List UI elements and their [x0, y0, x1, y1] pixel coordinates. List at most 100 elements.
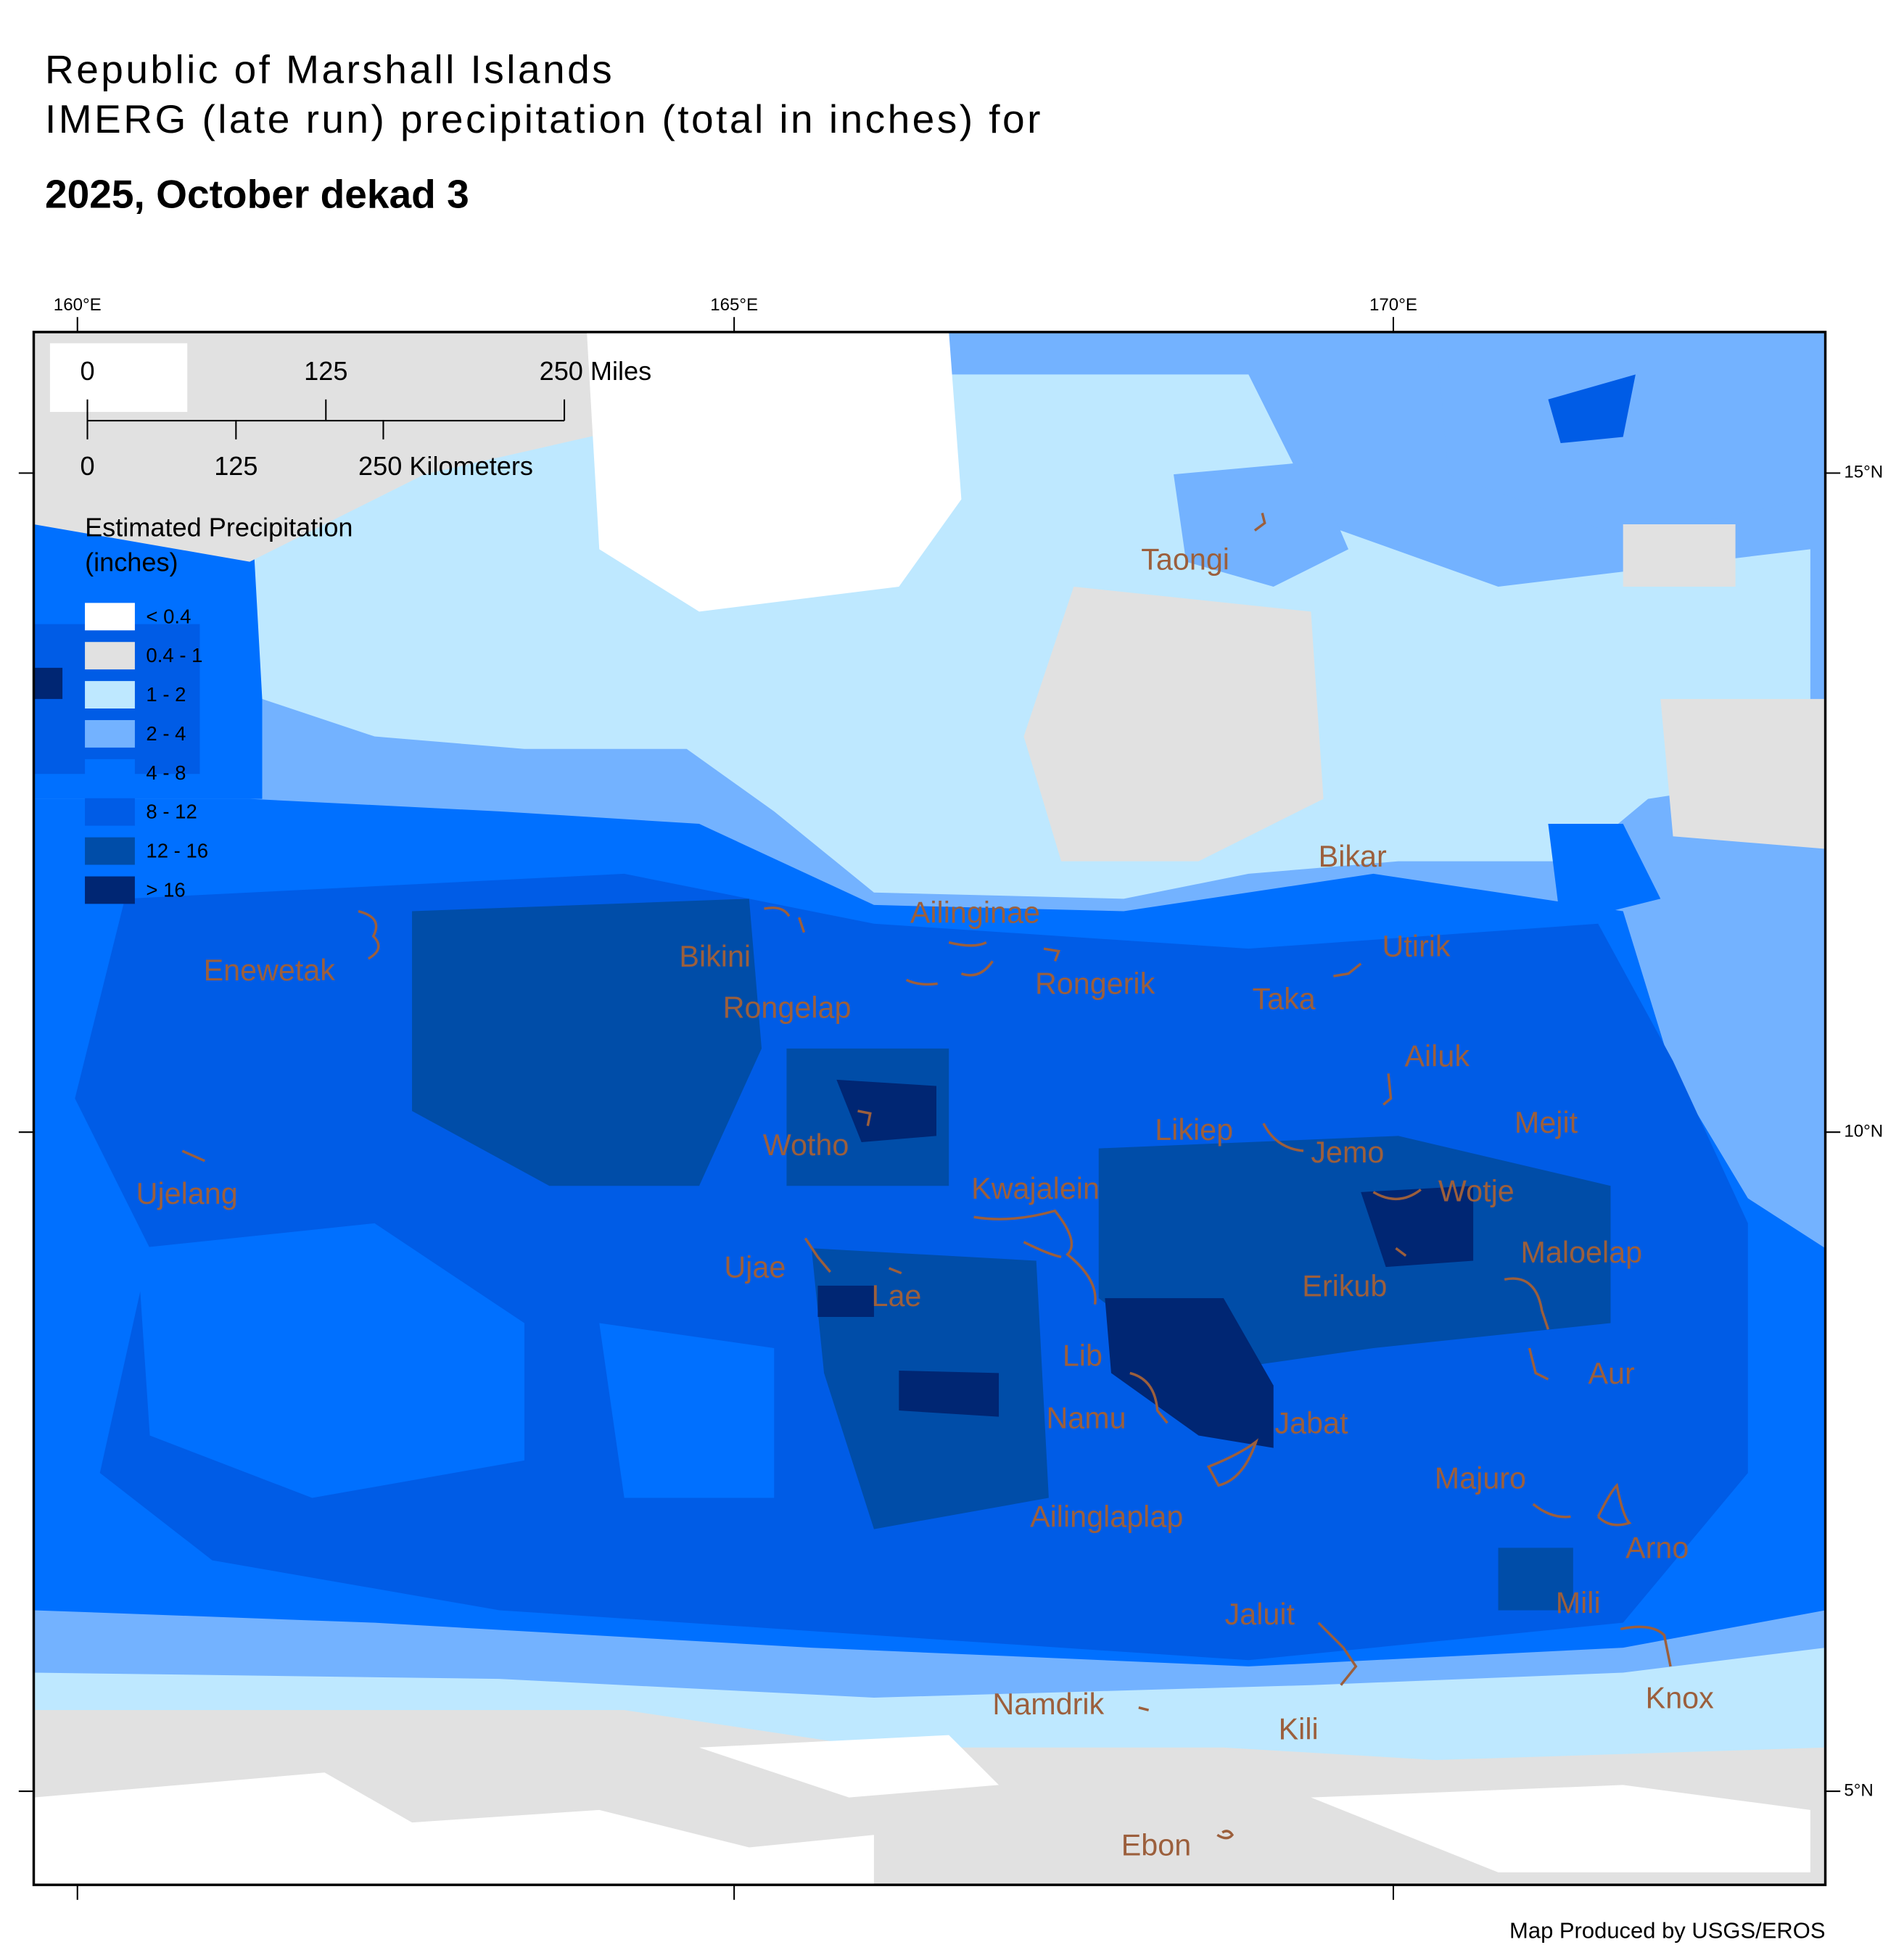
- island-outline: [1620, 1625, 1672, 1667]
- precip-region: [1361, 1186, 1474, 1268]
- lat-label: 15°N: [1844, 463, 1883, 482]
- precip-field: [33, 331, 1826, 1885]
- period: 2025, October dekad 3: [45, 172, 469, 217]
- place-label: Aur: [1588, 1357, 1635, 1390]
- island-outline: [804, 1237, 831, 1273]
- place-label: Jemo: [1311, 1136, 1384, 1169]
- legend-label: 2 - 4: [146, 722, 186, 745]
- legend-swatch: [85, 642, 135, 670]
- legend-swatch: [85, 837, 135, 865]
- legend-label: 1 - 2: [146, 683, 186, 706]
- place-label: Arno: [1625, 1532, 1689, 1565]
- place-label: Likiep: [1155, 1113, 1233, 1147]
- legend-swatch: [85, 876, 135, 904]
- place-label: Ailinglaplap: [1030, 1500, 1183, 1534]
- legend-swatch: [85, 720, 135, 748]
- island-outline: [1333, 962, 1362, 978]
- place-label: Lae: [871, 1279, 921, 1313]
- place-label: Enewetak: [204, 954, 336, 987]
- precip-region: [1023, 587, 1324, 862]
- scale-label: 250 Kilometers: [358, 451, 533, 481]
- legend-swatch: [85, 798, 135, 826]
- place-label: Mejit: [1514, 1106, 1578, 1139]
- island-outline: [1382, 1073, 1393, 1106]
- island-outline: [973, 1209, 1097, 1305]
- precip-region: [1548, 824, 1661, 924]
- island-outline: [1138, 1706, 1150, 1711]
- place-label: Maloelap: [1521, 1236, 1643, 1269]
- place-label: Jabat: [1274, 1407, 1348, 1440]
- map-frame: [32, 331, 1827, 1886]
- island-outline: [1317, 1622, 1358, 1686]
- lon-label: 170°E: [1369, 295, 1417, 315]
- precip-region: [1623, 524, 1736, 587]
- precip-region: [49, 343, 188, 413]
- precip-region: [1105, 1298, 1274, 1448]
- island-outline: [1532, 1482, 1632, 1527]
- graticule: 160°E 165°E 170°E 15°N 10°N 5°N: [18, 295, 1883, 1900]
- legend: Estimated Precipitation (inches) < 0.4 0.…: [85, 512, 353, 904]
- legend-label: > 16: [146, 878, 185, 901]
- legend-label: 4 - 8: [146, 761, 186, 784]
- place-label: Rongerik: [1035, 967, 1155, 1001]
- island-outline: [905, 978, 938, 986]
- legend-label: 8 - 12: [146, 801, 197, 823]
- legend-swatch: [85, 603, 135, 631]
- precip-region: [836, 1079, 936, 1142]
- place-label: Ujelang: [136, 1177, 238, 1210]
- scale-label: 125: [304, 356, 347, 386]
- scale-label: 0: [80, 451, 94, 481]
- place-label: Wotje: [1438, 1174, 1514, 1207]
- island-outline: [1253, 513, 1266, 532]
- place-label: Utirik: [1382, 930, 1450, 963]
- precip-region: [587, 331, 962, 612]
- island-outline: [1504, 1277, 1550, 1330]
- precip-region: [899, 1370, 1000, 1417]
- legend-swatch: [85, 759, 135, 787]
- island-outline: [857, 1110, 872, 1126]
- place-label: Wotho: [763, 1128, 849, 1162]
- place-label: Kili: [1279, 1712, 1319, 1746]
- place-labels: Taongi Bikar Ailinginae Utirik Enewetak Bikin…: [136, 542, 1715, 1862]
- place-label: Ailinginae: [910, 896, 1040, 930]
- scale-bar: 0 125 250 Miles 0 125 250 Kilometers: [80, 356, 651, 481]
- precip-region: [412, 899, 762, 1186]
- place-label: Bikini: [679, 940, 751, 973]
- precip-region: [33, 1772, 874, 1885]
- legend-label: < 0.4: [146, 605, 191, 627]
- lon-label: 160°E: [54, 295, 102, 315]
- island-outline: [358, 909, 380, 960]
- scale-label: 250 Miles: [540, 356, 652, 386]
- island-outline: [1262, 1123, 1304, 1152]
- place-label: Ebon: [1121, 1828, 1191, 1862]
- island-outline: [888, 1267, 902, 1275]
- island-outline: [1206, 1438, 1259, 1487]
- subtitle: IMERG (late run) precipitation (total in…: [45, 96, 1043, 141]
- precip-region: [1174, 461, 1349, 587]
- precip-region: [817, 1285, 874, 1317]
- scale-label: 0: [80, 356, 94, 386]
- place-label: Lib: [1063, 1339, 1103, 1373]
- place-label: Erikub: [1302, 1269, 1387, 1302]
- island-outline: [1129, 1371, 1169, 1424]
- lat-label: 5°N: [1844, 1780, 1873, 1800]
- place-label: Rongelap: [723, 991, 852, 1024]
- island-outline: [1372, 1189, 1422, 1257]
- precip-region: [698, 1735, 1000, 1798]
- place-label: Majuro: [1435, 1461, 1526, 1495]
- legend-title: (inches): [85, 548, 178, 577]
- place-label: Ujae: [724, 1250, 786, 1284]
- island-outline: [1528, 1347, 1549, 1381]
- legend-label: 12 - 16: [146, 840, 208, 862]
- precip-region: [1498, 1548, 1573, 1611]
- islands: [181, 513, 1672, 1840]
- place-label: Namdrik: [992, 1688, 1104, 1721]
- credit: Map Produced by USGS/EROS: [1509, 1918, 1825, 1943]
- precip-region: [1311, 1785, 1810, 1872]
- precip-region: [33, 331, 699, 562]
- island-outline: [764, 906, 806, 933]
- place-label: Jaluit: [1225, 1598, 1295, 1631]
- island-outline: [181, 1149, 206, 1162]
- place-label: Mili: [1556, 1586, 1601, 1619]
